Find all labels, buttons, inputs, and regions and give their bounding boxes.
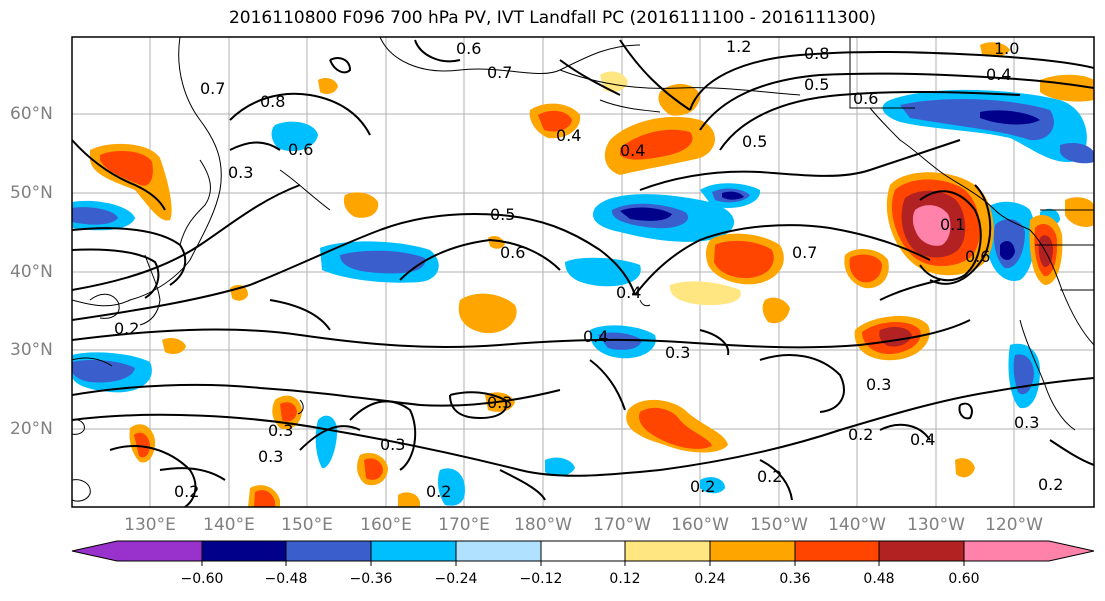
contour-label: 0.3 — [228, 163, 253, 182]
lon-label: 170°E — [438, 515, 490, 535]
contour-label: 0.7 — [792, 243, 817, 262]
contour-label: 0.6 — [965, 247, 990, 266]
lon-label: 180°W — [514, 515, 572, 535]
contour-label: 1.0 — [994, 39, 1019, 58]
lon-label: 140°W — [828, 515, 886, 535]
contour-label: 0.1 — [940, 215, 965, 234]
colorbar-tick-label: 0.12 — [609, 571, 641, 587]
lon-label: 150°E — [281, 515, 333, 535]
colorbar-ticks — [201, 561, 965, 566]
colorbar-segment — [455, 540, 542, 562]
positive-pc-shading — [90, 42, 1094, 507]
contour-label: 0.3 — [258, 447, 283, 466]
colorbar-segment — [878, 540, 965, 562]
lon-label: 170°W — [593, 515, 651, 535]
colorbar — [71, 540, 1095, 566]
lat-label-30n: 30°N — [10, 340, 53, 360]
contour-label: 0.6 — [288, 140, 313, 159]
colorbar-tick-label: −0.60 — [180, 571, 224, 587]
lon-label: 130°W — [907, 515, 965, 535]
colorbar-tick-label: 0.24 — [694, 571, 726, 587]
contour-label: 0.2 — [848, 425, 873, 444]
contour-label: 0.4 — [583, 327, 608, 346]
contour-label: 0.3 — [380, 435, 405, 454]
contour-label: 0.5 — [490, 205, 515, 224]
contour-labels: 0.6 0.7 1.2 0.8 1.0 0.4 0.5 0.6 0.7 0.8 … — [114, 37, 1063, 501]
contour-label: 0.8 — [260, 92, 285, 111]
negative-pc-shading — [72, 89, 1094, 506]
map-title: 2016110800 F096 700 hPa PV, IVT Landfall… — [228, 8, 876, 28]
contour-label: 0.2 — [426, 482, 451, 501]
contour-label: 0.6 — [853, 89, 878, 108]
colorbar-segment — [709, 540, 796, 562]
coastlines — [72, 37, 1094, 502]
lon-label: 120°W — [985, 515, 1043, 535]
colorbar-segment — [963, 540, 1095, 562]
lat-label-20n: 20°N — [10, 419, 53, 439]
contour-label: 0.7 — [487, 63, 512, 82]
lat-label-50n: 50°N — [10, 183, 53, 203]
colorbar-tick-label: −0.36 — [349, 571, 393, 587]
contour-label: 0.6 — [500, 243, 525, 262]
contour-label: 0.2 — [690, 477, 715, 496]
contour-label: 0.2 — [174, 482, 199, 501]
lon-label: 140°E — [203, 515, 255, 535]
lon-label: 160°W — [671, 515, 729, 535]
colorbar-tick-label: 0.48 — [863, 571, 895, 587]
contour-label: 0.3 — [665, 343, 690, 362]
contour-label: 0.3 — [866, 375, 891, 394]
contour-label: 0.3 — [268, 421, 293, 440]
pv-contours — [72, 39, 1094, 507]
lon-label: 130°E — [124, 515, 176, 535]
contour-label: 0.6 — [456, 39, 481, 58]
colorbar-tick-label: 0.60 — [948, 571, 980, 587]
contour-label: 0.4 — [620, 141, 645, 160]
contour-label: 0.7 — [200, 79, 225, 98]
lon-label: 150°W — [750, 515, 808, 535]
colorbar-segment — [201, 540, 287, 562]
colorbar-segment — [540, 540, 626, 562]
contour-label: 0.2 — [114, 319, 139, 338]
colorbar-segment — [624, 540, 711, 562]
lat-label-60n: 60°N — [10, 104, 53, 124]
colorbar-tick-label: −0.12 — [519, 571, 563, 587]
colorbar-tick-label: 0.36 — [779, 571, 811, 587]
contour-label: 0.5 — [742, 132, 767, 151]
map-frame — [71, 36, 1095, 508]
colorbar-segment — [285, 540, 372, 562]
colorbar-tick-label: −0.24 — [434, 571, 478, 587]
lon-label: 160°E — [360, 515, 412, 535]
contour-label: 0.2 — [1038, 475, 1063, 494]
contour-label: 0.4 — [556, 126, 581, 145]
contour-label: 1.2 — [726, 37, 751, 56]
contour-label: 0.5 — [804, 75, 829, 94]
contour-label: 0.3 — [487, 393, 512, 412]
contour-label: 0.4 — [616, 283, 641, 302]
colorbar-tick-label: −0.48 — [264, 571, 308, 587]
colorbar-segment — [71, 540, 203, 562]
colorbar-segment — [370, 540, 457, 562]
contour-label: 0.3 — [1014, 413, 1039, 432]
contour-label: 0.2 — [757, 467, 782, 486]
contour-label: 0.4 — [910, 430, 935, 449]
lat-label-40n: 40°N — [10, 262, 53, 282]
contour-label: 0.8 — [804, 44, 829, 63]
colorbar-segment — [794, 540, 880, 562]
contour-label: 0.4 — [986, 65, 1011, 84]
